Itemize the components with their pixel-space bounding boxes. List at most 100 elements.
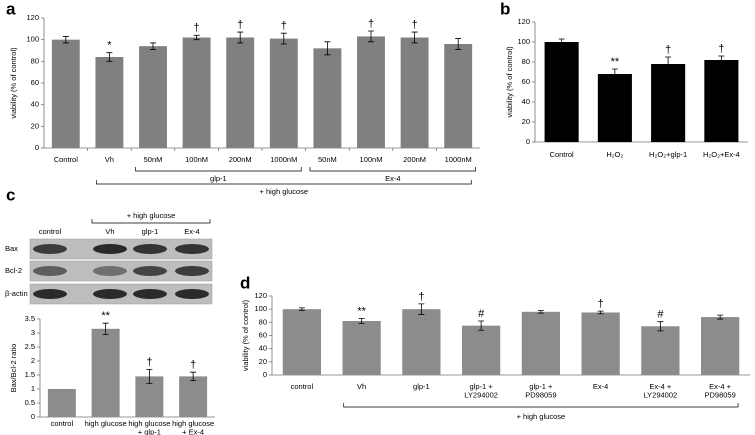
blot-band <box>93 289 127 299</box>
blot-band <box>175 244 209 254</box>
x-tick-label: Vh <box>105 155 114 164</box>
bar <box>544 42 579 142</box>
group-label: Ex-4 <box>385 174 400 183</box>
panel-label: a <box>6 0 16 18</box>
x-tick-label: H₂O₂+glp-1 <box>649 150 687 159</box>
bar <box>462 325 501 375</box>
error-bar <box>537 310 544 314</box>
lane-label: Ex-4 <box>184 227 199 236</box>
panel-label: c <box>6 185 15 204</box>
bar <box>357 36 385 148</box>
significance-mark: † <box>368 18 374 30</box>
error-bar <box>611 68 618 80</box>
error-bar <box>150 42 156 50</box>
row-label: Bax <box>5 244 18 253</box>
error-bar <box>657 321 664 332</box>
bar <box>521 311 560 375</box>
y-tick-label: 120 <box>254 291 267 300</box>
lane-label: Vh <box>105 227 114 236</box>
bar <box>91 328 120 417</box>
significance-mark: † <box>418 291 424 303</box>
error-bar <box>324 41 331 56</box>
y-tick-label: 80 <box>31 56 39 65</box>
bar <box>139 46 167 148</box>
x-tick-label: 200nM <box>229 155 252 164</box>
y-tick-label: 40 <box>31 100 39 109</box>
x-tick-label: 50nM <box>318 155 337 164</box>
row-label: β-actin <box>5 289 28 298</box>
blot-band <box>33 266 67 276</box>
error-bar <box>62 36 69 44</box>
x-tick-label: high glucose + Ex-4 <box>172 419 214 435</box>
x-tick-label: H₂O₂ <box>606 150 623 159</box>
bar <box>282 309 321 375</box>
bracket-label: + high glucose <box>517 412 566 421</box>
y-tick-label: 100 <box>26 35 39 44</box>
y-tick-label: 0 <box>31 412 35 421</box>
y-tick-label: 0 <box>526 137 530 146</box>
significance-mark: † <box>718 43 724 55</box>
x-tick-label: high glucose + glp-1 <box>128 419 170 435</box>
bar <box>641 326 680 375</box>
y-axis-title: viability (% of control) <box>505 46 514 118</box>
bar <box>51 39 80 148</box>
y-tick-label: 40 <box>259 344 267 353</box>
error-bar <box>717 314 724 320</box>
blot-band <box>175 266 209 276</box>
error-bar <box>455 38 462 50</box>
error-bar <box>280 32 287 45</box>
bar <box>342 321 381 375</box>
blot-band <box>33 289 67 299</box>
blot-band <box>133 289 167 299</box>
x-tick-label: 200nM <box>403 155 426 164</box>
row-label: Bcl-2 <box>5 266 22 275</box>
error-bar <box>193 34 200 41</box>
blot-band <box>93 266 127 276</box>
x-tick-label: Control <box>550 150 575 159</box>
x-tick-label: 100nM <box>360 155 383 164</box>
error-bar <box>190 371 197 381</box>
y-tick-label: 120 <box>26 13 39 22</box>
x-tick-label: Control <box>54 155 79 164</box>
x-tick-label: high glucose <box>85 419 127 428</box>
y-tick-label: 100 <box>517 37 530 46</box>
error-bar <box>106 52 113 62</box>
significance-mark: † <box>194 22 200 34</box>
error-bar <box>665 56 672 72</box>
significance-mark: † <box>281 20 287 32</box>
blot-band <box>93 244 127 254</box>
significance-mark: # <box>478 308 485 320</box>
bar <box>182 37 211 148</box>
y-tick-label: 3 <box>31 328 35 337</box>
x-tick-label: glp-1 <box>413 382 430 391</box>
error-bar <box>718 55 725 65</box>
y-tick-label: 0.5 <box>25 398 35 407</box>
lane-label: glp-1 <box>142 227 159 236</box>
error-bar <box>298 307 305 311</box>
bar <box>701 317 740 375</box>
error-bar <box>418 303 425 315</box>
y-axis-title: viability (% of control) <box>9 47 18 119</box>
x-tick-label: control <box>51 419 74 428</box>
y-tick-label: 3.5 <box>25 314 35 323</box>
x-tick-label: 100nM <box>185 155 208 164</box>
y-tick-label: 0 <box>35 143 39 152</box>
y-tick-label: 60 <box>31 78 39 87</box>
x-tick-label: glp-1 + LY294002 <box>464 382 498 400</box>
y-tick-label: 2.5 <box>25 342 35 351</box>
blot-band <box>133 244 167 254</box>
x-tick-label: 50nM <box>144 155 163 164</box>
bar <box>651 64 686 142</box>
error-bar <box>102 322 109 335</box>
bar <box>581 312 620 375</box>
bar <box>179 376 208 417</box>
error-bar <box>597 310 604 315</box>
bar <box>444 44 473 148</box>
y-tick-label: 80 <box>259 317 267 326</box>
panel-label: d <box>240 273 250 292</box>
error-bar <box>478 320 485 331</box>
y-axis-title: viability (% of control) <box>241 299 250 371</box>
x-tick-label: Ex-4 + PD98059 <box>704 382 735 400</box>
significance-mark: † <box>146 356 152 368</box>
bracket <box>309 167 476 172</box>
